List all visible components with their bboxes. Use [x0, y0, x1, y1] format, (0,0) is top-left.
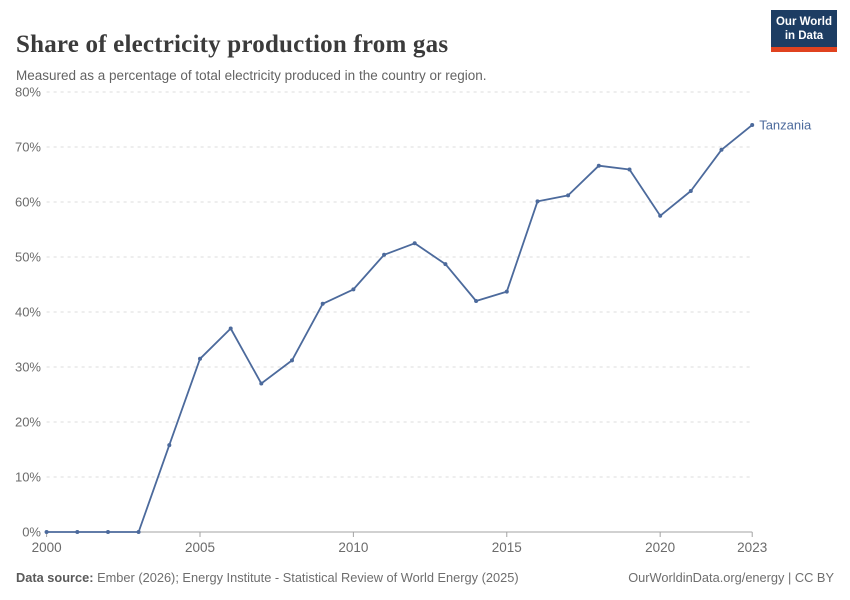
owid-logo-line2: in Data [784, 30, 824, 42]
data-point-tanzania-2002[interactable] [106, 530, 110, 534]
data-point-tanzania-2001[interactable] [75, 530, 80, 534]
data-point-tanzania-2000[interactable] [44, 530, 49, 534]
owid-logo[interactable]: Our World in Data [771, 10, 837, 52]
data-point-tanzania-2018[interactable] [596, 163, 601, 168]
y-tick-label-30: 30% [15, 360, 41, 375]
y-tick-label-50: 50% [15, 250, 41, 265]
data-point-tanzania-2008[interactable] [290, 358, 294, 363]
y-tick-label-10: 10% [15, 470, 41, 485]
data-point-tanzania-2019[interactable] [627, 167, 632, 172]
y-tick-label-0: 0% [22, 525, 41, 540]
series-label-tanzania[interactable]: Tanzania [759, 118, 812, 133]
data-point-tanzania-2011[interactable] [382, 252, 387, 257]
data-point-tanzania-2006[interactable] [228, 326, 233, 331]
data-point-tanzania-2007[interactable] [259, 381, 264, 386]
data-point-tanzania-2020[interactable] [658, 213, 663, 218]
y-tick-label-60: 60% [15, 195, 41, 210]
chart-subtitle: Measured as a percentage of total electr… [16, 67, 487, 83]
data-point-tanzania-2017[interactable] [566, 193, 571, 198]
y-tick-label-80: 80% [15, 85, 41, 100]
owid-logo-box: Our World in Data [771, 10, 837, 47]
x-tick-label-2000: 2000 [32, 540, 62, 555]
x-tick-label-2020: 2020 [645, 540, 675, 555]
data-point-tanzania-2021[interactable] [688, 189, 693, 193]
data-point-tanzania-2014[interactable] [474, 299, 479, 303]
data-point-tanzania-2010[interactable] [351, 287, 356, 292]
series-line-tanzania[interactable] [45, 124, 754, 533]
line-chart[interactable]: 0% 10% 20% 30% 40% 50% 60% 70% 80% 2000 2005 2010 20… [0, 78, 850, 560]
data-point-tanzania-2012[interactable] [412, 241, 417, 246]
chart-title: Share of electricity production from gas [16, 30, 449, 58]
data-point-tanzania-2013[interactable] [443, 262, 448, 267]
data-point-tanzania-2022[interactable] [719, 147, 724, 152]
y-tick-label-70: 70% [15, 140, 41, 155]
owid-logo-line1: Our World [775, 16, 832, 28]
data-point-tanzania-2005[interactable] [198, 356, 202, 361]
y-tick-label-20: 20% [15, 415, 41, 430]
x-tick-label-2010: 2010 [338, 540, 368, 555]
data-source: Data source: Ember (2026); Energy Instit… [16, 570, 519, 585]
owid-logo-accent-bar [771, 47, 837, 52]
data-point-tanzania-2009[interactable] [320, 301, 325, 306]
x-tick-label-2015: 2015 [492, 540, 522, 555]
data-point-tanzania-2023[interactable] [750, 123, 755, 127]
data-point-tanzania-2015[interactable] [504, 289, 509, 294]
chart-footer: Data source: Ember (2026); Energy Instit… [16, 570, 834, 585]
y-tick-label-40: 40% [15, 305, 41, 320]
owid-credit-link[interactable]: OurWorldinData.org/energy | CC BY [628, 570, 834, 585]
x-tick-label-2023: 2023 [737, 540, 767, 555]
data-point-tanzania-2004[interactable] [167, 443, 172, 448]
x-tick-label-2005: 2005 [185, 540, 215, 555]
data-source-label: Data source: [16, 570, 94, 585]
data-source-text: Ember (2026); Energy Institute - Statist… [93, 570, 519, 585]
data-point-tanzania-2003[interactable] [136, 530, 141, 534]
data-point-tanzania-2016[interactable] [535, 199, 540, 204]
